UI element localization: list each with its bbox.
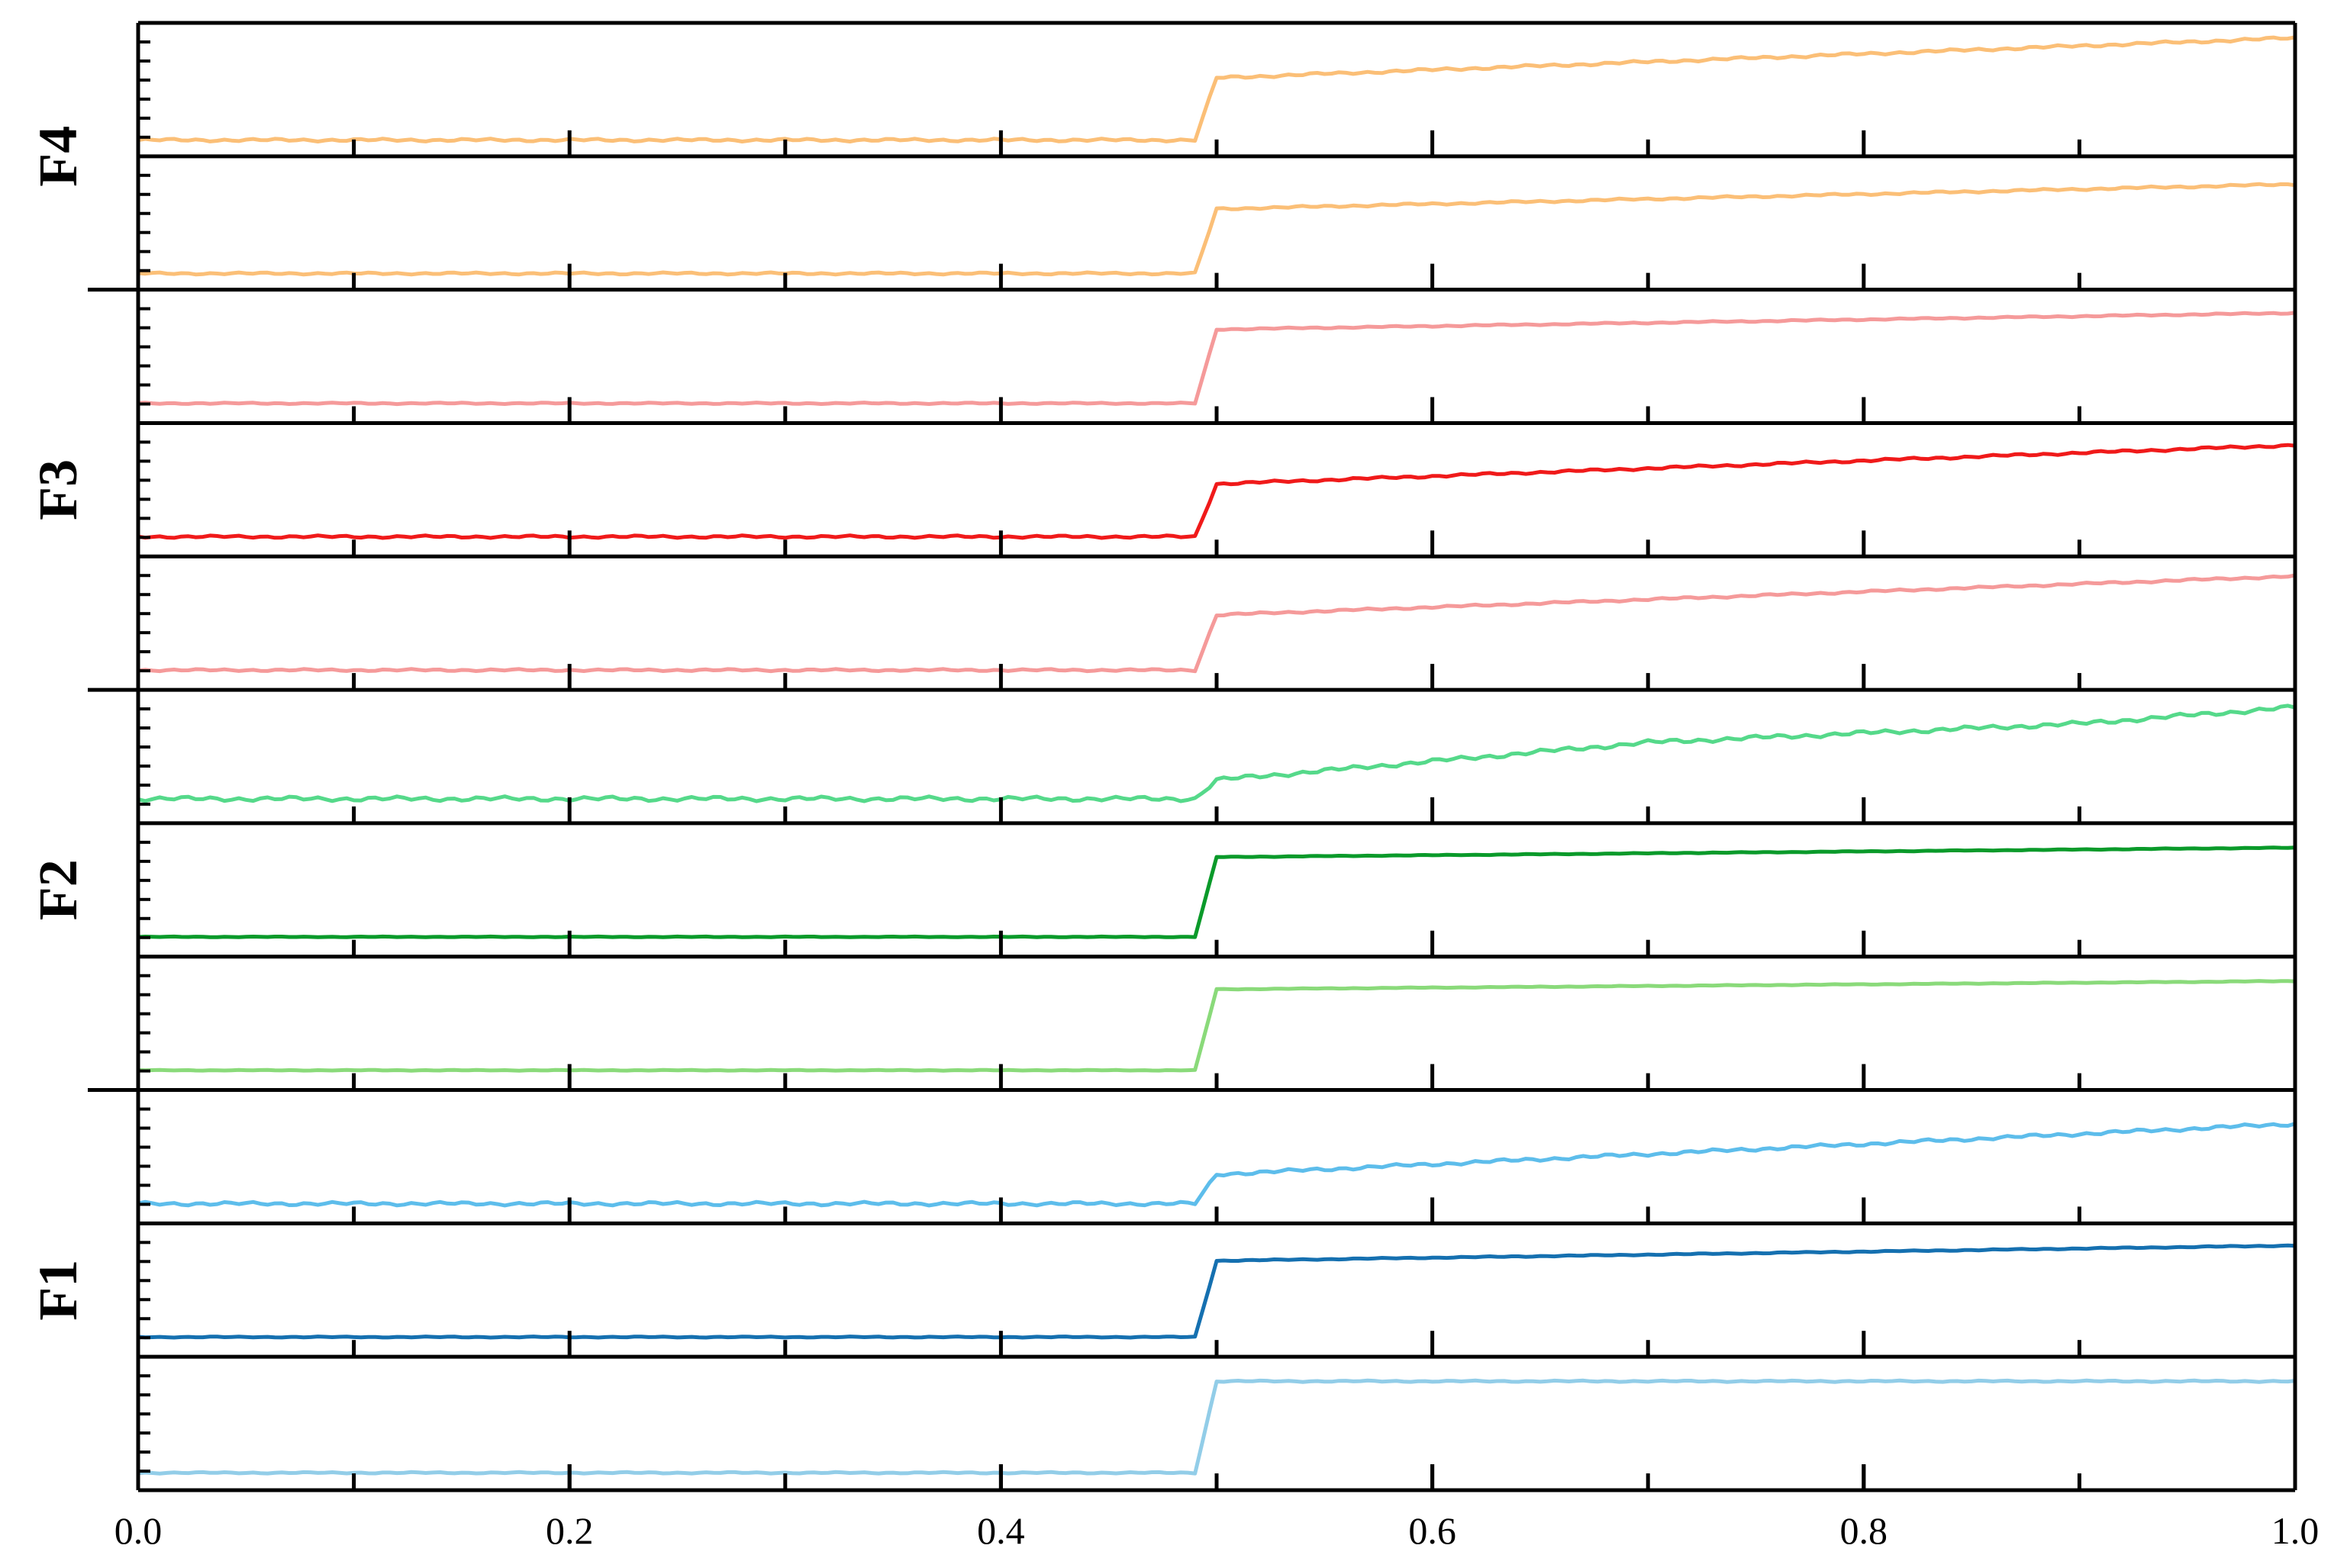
series-line xyxy=(137,845,2296,939)
series-line xyxy=(137,979,2296,1073)
x-tick-label: 0.6 xyxy=(1408,1509,1456,1552)
frame-layer xyxy=(88,21,2297,1492)
group-labels: F4 F3 F2 F1 xyxy=(27,126,89,1321)
series-line xyxy=(137,1122,2296,1208)
x-tick-label: 0.2 xyxy=(546,1509,594,1552)
x-tick-labels: 0.0 0.2 0.4 0.6 0.8 1.0 xyxy=(114,1509,2320,1552)
group-label: F1 xyxy=(27,1260,89,1321)
group-label: F3 xyxy=(27,459,89,520)
x-tick-label: 0.4 xyxy=(977,1509,1025,1552)
series-layer xyxy=(137,35,2296,1476)
series-line xyxy=(137,573,2296,674)
series-line xyxy=(137,182,2296,277)
series-line xyxy=(137,311,2296,407)
series-line xyxy=(137,443,2296,540)
series-line xyxy=(137,1243,2296,1340)
x-tick-label: 0.8 xyxy=(1840,1509,1888,1552)
series-line xyxy=(137,1378,2296,1476)
x-tick-label: 0.0 xyxy=(114,1509,163,1552)
series-line xyxy=(137,35,2296,143)
group-label: F2 xyxy=(27,859,89,920)
series-line xyxy=(137,704,2296,803)
group-label: F4 xyxy=(27,126,89,187)
x-tick-label: 1.0 xyxy=(2271,1509,2320,1552)
